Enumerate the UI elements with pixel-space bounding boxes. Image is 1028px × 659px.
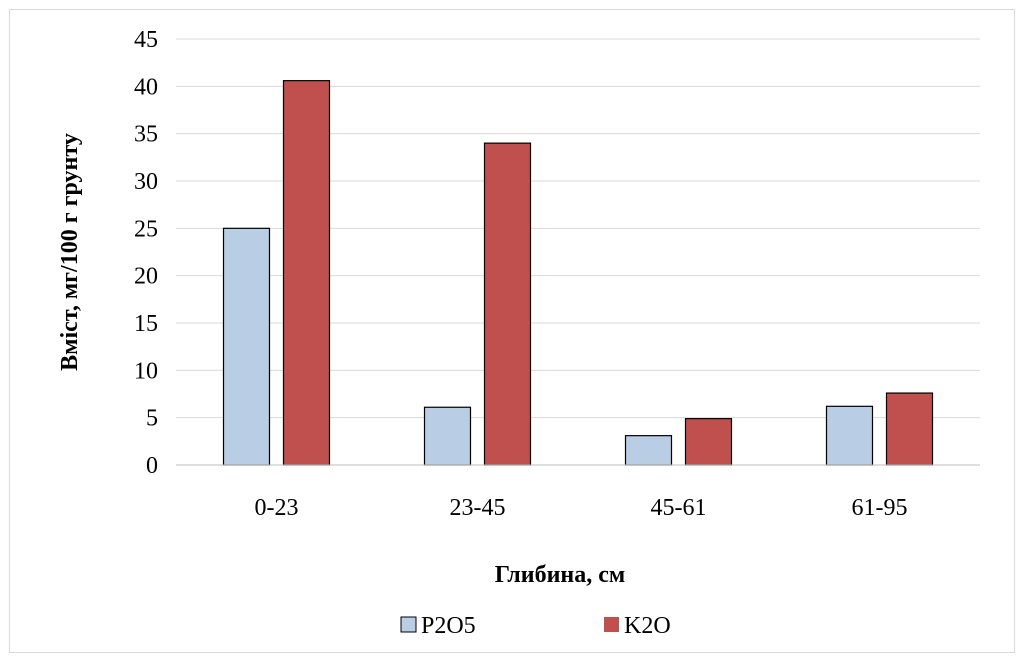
bar-k2o-45-61 [684,418,733,466]
legend-label-p2o5: P2O5 [421,613,476,639]
bar-k2o-0-23 [282,80,331,466]
y-tick-label: 10 [134,358,158,384]
y-tick-label: 5 [146,406,158,432]
bar-k2o-23-45 [483,142,532,466]
bars-layer [222,80,934,466]
x-tick-label: 23-45 [450,495,506,521]
legend-label-k2o: K2O [624,613,671,639]
x-tick-label: 61-95 [852,495,908,521]
y-axis-title: Вміст, мг/100 г грунту [57,133,83,371]
bar-p2o5-61-95 [825,405,874,466]
y-tick-label: 0 [146,453,158,479]
y-tick-label: 45 [134,27,158,53]
y-tick-label: 40 [134,74,158,100]
y-tick-label: 25 [134,216,158,242]
y-tick-label: 30 [134,169,158,195]
x-axis-title: Глибина, см [495,562,626,588]
x-tick-label: 45-61 [651,495,707,521]
y-tick-label: 15 [134,311,158,337]
legend: P2O5 K2O [400,613,671,639]
legend-swatch-k2o [604,617,619,632]
y-tick-labels: 0 5 10 15 20 25 30 35 40 45 [134,27,158,479]
y-tick-label: 35 [134,122,158,148]
y-tick-label: 20 [134,264,158,290]
x-tick-labels: 0-23 23-45 45-61 61-95 [255,495,908,521]
bar-p2o5-23-45 [423,406,472,466]
x-tick-label: 0-23 [255,495,299,521]
bar-p2o5-45-61 [624,435,673,466]
legend-swatch-p2o5 [400,616,417,633]
bar-k2o-61-95 [885,392,934,466]
bar-p2o5-0-23 [222,227,271,466]
